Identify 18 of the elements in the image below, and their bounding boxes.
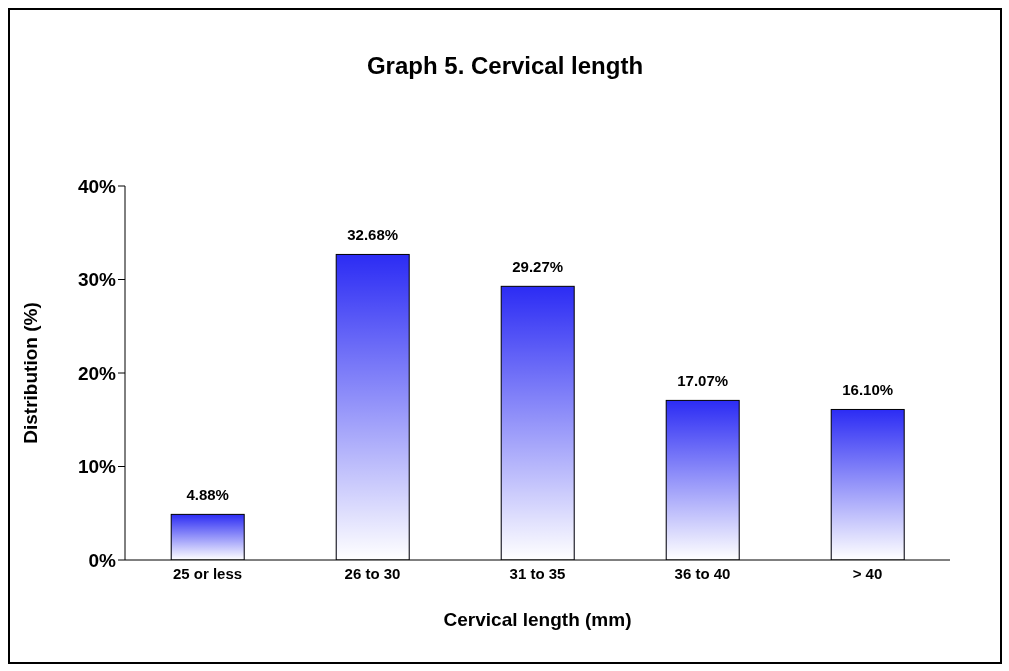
y-tick-label: 10% [77,456,117,478]
x-axis-title: Cervical length (mm) [443,609,632,630]
data-label: 4.88% [186,486,229,504]
y-axis-title: Distribution (%) [19,302,41,444]
data-label: 16.10% [842,381,894,399]
y-tick-label: 30% [77,269,117,291]
data-label: 17.07% [677,372,729,390]
x-tick-label: 36 to 40 [674,564,731,582]
x-tick-label: 31 to 35 [509,564,566,582]
data-label: 29.27% [512,258,564,276]
x-tick-label: > 40 [852,564,883,582]
chart-title: Graph 5. Cervical length [365,52,645,80]
y-tick-label: 40% [77,175,117,197]
x-tick-label: 26 to 30 [344,564,401,582]
data-label: 32.68% [347,226,399,244]
y-tick-label: 0% [88,549,117,571]
y-tick-label: 20% [77,362,117,384]
x-tick-label: 25 or less [172,564,243,582]
